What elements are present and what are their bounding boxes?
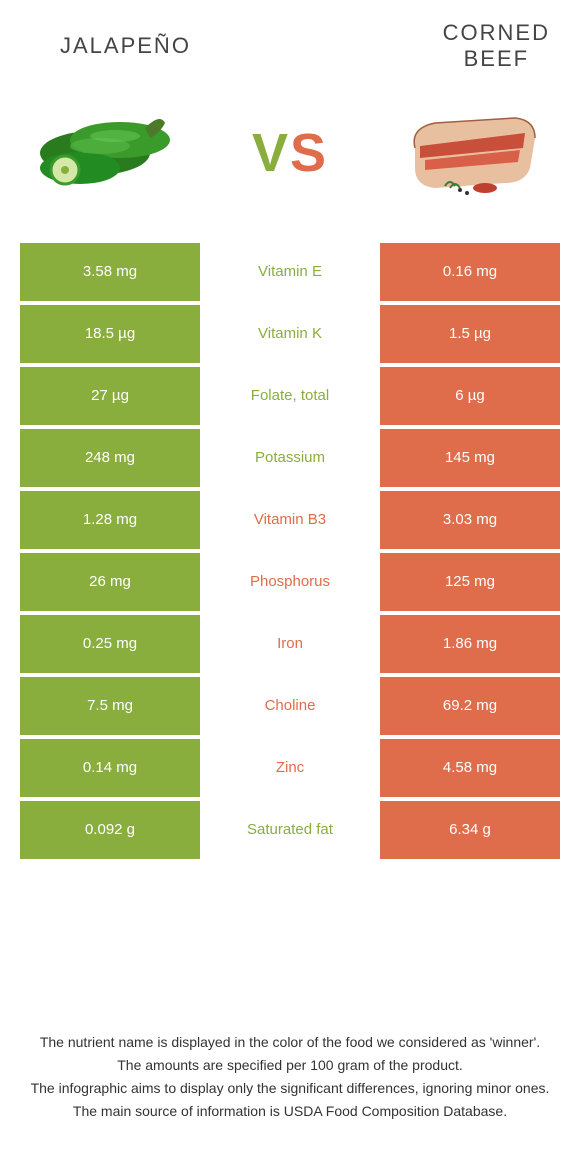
table-row: 7.5 mgCholine69.2 mg	[20, 677, 560, 735]
cell-right-value: 1.5 µg	[380, 305, 560, 363]
comparison-table: 3.58 mgVitamin E0.16 mg18.5 µgVitamin K1…	[20, 243, 560, 859]
table-row: 18.5 µgVitamin K1.5 µg	[20, 305, 560, 363]
cell-right-value: 3.03 mg	[380, 491, 560, 549]
images-row: VS	[0, 83, 580, 243]
cell-left-value: 0.25 mg	[20, 615, 200, 673]
cell-right-value: 145 mg	[380, 429, 560, 487]
cell-right-value: 6.34 g	[380, 801, 560, 859]
cell-left-value: 0.092 g	[20, 801, 200, 859]
cell-nutrient-label: Saturated fat	[200, 801, 380, 859]
vs-label: VS	[252, 122, 328, 184]
table-row: 0.092 gSaturated fat6.34 g	[20, 801, 560, 859]
cell-nutrient-label: Potassium	[200, 429, 380, 487]
footer-notes: The nutrient name is displayed in the co…	[30, 1032, 550, 1124]
table-row: 248 mgPotassium145 mg	[20, 429, 560, 487]
table-row: 26 mgPhosphorus125 mg	[20, 553, 560, 611]
cell-right-value: 1.86 mg	[380, 615, 560, 673]
cell-left-value: 26 mg	[20, 553, 200, 611]
cell-left-value: 18.5 µg	[20, 305, 200, 363]
cell-right-value: 125 mg	[380, 553, 560, 611]
cell-left-value: 1.28 mg	[20, 491, 200, 549]
cell-right-value: 6 µg	[380, 367, 560, 425]
table-row: 27 µgFolate, total6 µg	[20, 367, 560, 425]
cell-nutrient-label: Iron	[200, 615, 380, 673]
title-corned-beef: CORNED BEEF	[443, 20, 550, 73]
footer-line-1: The nutrient name is displayed in the co…	[30, 1032, 550, 1053]
vs-s: S	[290, 123, 328, 183]
cell-left-value: 3.58 mg	[20, 243, 200, 301]
footer-line-3: The infographic aims to display only the…	[30, 1078, 550, 1099]
cell-right-value: 0.16 mg	[380, 243, 560, 301]
title-jalapeno: JALAPEÑO	[60, 33, 191, 59]
table-row: 0.14 mgZinc4.58 mg	[20, 739, 560, 797]
cell-nutrient-label: Vitamin E	[200, 243, 380, 301]
cell-left-value: 27 µg	[20, 367, 200, 425]
header: JALAPEÑO CORNED BEEF	[0, 0, 580, 83]
footer-line-4: The main source of information is USDA F…	[30, 1101, 550, 1122]
corned-beef-image	[380, 93, 560, 213]
cell-nutrient-label: Vitamin B3	[200, 491, 380, 549]
cell-nutrient-label: Phosphorus	[200, 553, 380, 611]
cell-right-value: 69.2 mg	[380, 677, 560, 735]
cell-nutrient-label: Vitamin K	[200, 305, 380, 363]
table-row: 3.58 mgVitamin E0.16 mg	[20, 243, 560, 301]
table-row: 1.28 mgVitamin B33.03 mg	[20, 491, 560, 549]
cell-left-value: 7.5 mg	[20, 677, 200, 735]
cell-nutrient-label: Folate, total	[200, 367, 380, 425]
vs-v: V	[252, 123, 290, 183]
cell-left-value: 0.14 mg	[20, 739, 200, 797]
cell-left-value: 248 mg	[20, 429, 200, 487]
cell-right-value: 4.58 mg	[380, 739, 560, 797]
table-row: 0.25 mgIron1.86 mg	[20, 615, 560, 673]
cell-nutrient-label: Zinc	[200, 739, 380, 797]
cell-nutrient-label: Choline	[200, 677, 380, 735]
footer-line-2: The amounts are specified per 100 gram o…	[30, 1055, 550, 1076]
jalapeno-image	[20, 93, 200, 213]
